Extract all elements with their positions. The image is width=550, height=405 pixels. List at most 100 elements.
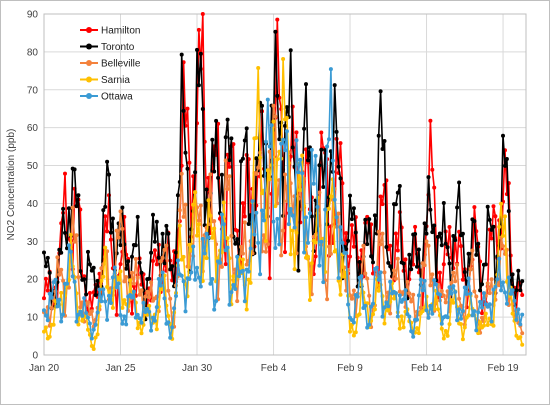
data-point xyxy=(474,294,479,299)
data-point xyxy=(118,313,123,318)
data-point xyxy=(430,272,435,277)
data-point xyxy=(367,322,372,327)
data-point xyxy=(281,228,286,233)
data-point xyxy=(181,254,186,259)
data-point xyxy=(139,320,144,325)
data-point xyxy=(455,318,460,323)
data-point xyxy=(319,239,324,244)
legend-label: Hamilton xyxy=(101,26,140,37)
data-point xyxy=(292,267,297,272)
data-point xyxy=(480,282,484,287)
data-point xyxy=(175,258,180,263)
data-point xyxy=(82,296,87,301)
x-tick-label: Feb 9 xyxy=(337,363,363,374)
data-point xyxy=(340,240,345,245)
data-point xyxy=(68,249,73,254)
data-point xyxy=(357,260,362,264)
data-point xyxy=(269,123,274,128)
data-point xyxy=(108,230,113,235)
data-point xyxy=(348,254,352,259)
data-point xyxy=(70,274,75,279)
data-point xyxy=(154,305,159,310)
data-point xyxy=(181,108,186,113)
data-point xyxy=(313,153,318,158)
data-point xyxy=(208,281,213,286)
data-point xyxy=(355,294,360,299)
data-point xyxy=(487,291,492,296)
data-point xyxy=(177,208,182,213)
data-point xyxy=(72,167,77,172)
data-point xyxy=(451,284,456,289)
data-point xyxy=(317,190,322,195)
data-point xyxy=(200,12,205,16)
data-point xyxy=(491,204,496,209)
data-point xyxy=(514,288,519,293)
data-point xyxy=(453,238,458,243)
data-point xyxy=(212,169,217,174)
data-point xyxy=(441,336,446,341)
data-point xyxy=(233,287,238,291)
data-point xyxy=(437,292,442,297)
data-point xyxy=(91,347,96,351)
data-point xyxy=(501,133,505,138)
data-point xyxy=(122,314,127,319)
data-point xyxy=(231,283,236,287)
data-point xyxy=(306,254,310,259)
data-point xyxy=(503,290,507,295)
data-point xyxy=(227,302,232,307)
data-point xyxy=(317,263,322,268)
data-point xyxy=(149,250,154,255)
data-point xyxy=(344,231,349,236)
data-point xyxy=(476,241,481,246)
legend-item: Hamilton xyxy=(80,26,140,37)
data-point xyxy=(57,272,62,277)
legend-item: Toronto xyxy=(80,42,135,53)
data-point xyxy=(120,321,125,326)
data-point xyxy=(485,204,490,209)
data-point xyxy=(133,257,138,261)
data-point xyxy=(221,200,226,205)
data-point xyxy=(384,245,389,249)
data-point xyxy=(401,297,406,302)
data-point xyxy=(95,310,100,315)
data-point xyxy=(103,299,108,304)
data-point xyxy=(483,311,488,316)
data-point xyxy=(439,243,444,248)
data-point xyxy=(114,312,119,317)
data-point xyxy=(110,275,115,280)
data-point xyxy=(468,267,473,272)
data-point xyxy=(460,337,465,342)
data-point xyxy=(487,217,492,222)
y-tick-label: 60 xyxy=(27,123,39,134)
y-tick-label: 0 xyxy=(32,351,38,362)
data-point xyxy=(42,329,46,334)
data-point xyxy=(212,226,217,231)
data-point xyxy=(248,246,253,251)
data-point xyxy=(459,244,463,249)
data-point xyxy=(304,82,308,87)
data-point xyxy=(105,284,110,289)
data-point xyxy=(149,328,154,333)
data-point xyxy=(393,291,398,296)
data-point xyxy=(288,207,293,211)
data-point xyxy=(181,214,186,219)
data-point xyxy=(164,243,169,248)
data-point xyxy=(130,270,134,275)
data-point xyxy=(225,117,230,122)
data-point xyxy=(76,312,81,317)
data-point xyxy=(503,163,507,168)
data-point xyxy=(457,296,462,301)
data-point xyxy=(480,311,484,316)
data-point xyxy=(380,314,385,319)
data-point xyxy=(210,277,215,281)
data-point xyxy=(240,156,245,161)
data-point xyxy=(294,138,299,143)
data-point xyxy=(135,312,140,317)
data-point xyxy=(265,168,270,173)
data-point xyxy=(271,219,276,224)
data-point xyxy=(376,229,381,234)
legend-label: Toronto xyxy=(101,42,135,53)
data-point xyxy=(70,205,75,210)
data-point xyxy=(409,299,414,304)
data-point xyxy=(76,193,81,198)
